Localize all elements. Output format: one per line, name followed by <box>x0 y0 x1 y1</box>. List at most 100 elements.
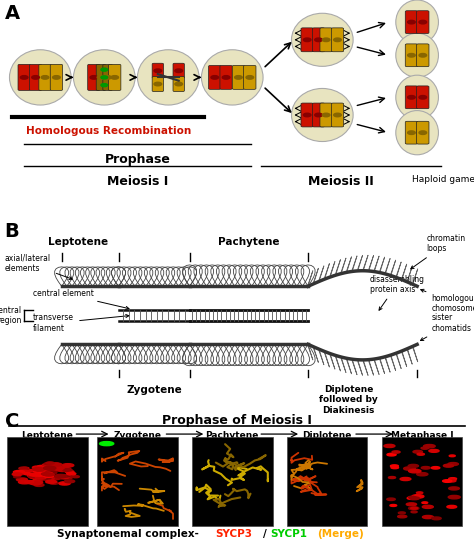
Circle shape <box>101 84 108 87</box>
Circle shape <box>101 68 108 71</box>
Circle shape <box>449 455 455 456</box>
FancyBboxPatch shape <box>417 121 429 144</box>
Circle shape <box>62 464 74 467</box>
Circle shape <box>449 478 456 480</box>
Circle shape <box>447 479 456 482</box>
Circle shape <box>49 482 58 484</box>
Text: homologous
chomosomes: homologous chomosomes <box>421 289 474 313</box>
Circle shape <box>43 473 51 476</box>
Circle shape <box>43 477 51 479</box>
FancyBboxPatch shape <box>320 28 332 52</box>
Circle shape <box>390 505 397 507</box>
FancyBboxPatch shape <box>232 66 245 90</box>
Ellipse shape <box>292 13 353 67</box>
Ellipse shape <box>396 33 438 78</box>
Ellipse shape <box>201 50 263 105</box>
Circle shape <box>97 76 105 79</box>
Circle shape <box>398 515 407 518</box>
Circle shape <box>39 477 51 480</box>
Text: axial/lateral
elements: axial/lateral elements <box>5 253 72 280</box>
Circle shape <box>59 482 70 485</box>
Circle shape <box>104 76 111 79</box>
Circle shape <box>43 472 53 475</box>
FancyBboxPatch shape <box>301 28 313 52</box>
Circle shape <box>32 481 43 484</box>
Circle shape <box>45 462 53 465</box>
FancyBboxPatch shape <box>152 76 164 92</box>
Circle shape <box>400 477 411 480</box>
Circle shape <box>46 471 57 474</box>
Circle shape <box>17 472 27 474</box>
Circle shape <box>44 474 54 477</box>
Circle shape <box>417 492 423 494</box>
Text: (Merge): (Merge) <box>318 529 365 539</box>
Text: Pachytene: Pachytene <box>218 238 280 247</box>
Circle shape <box>34 484 44 486</box>
Circle shape <box>62 474 70 477</box>
FancyBboxPatch shape <box>287 437 367 525</box>
Circle shape <box>51 468 63 471</box>
Ellipse shape <box>73 50 135 105</box>
Circle shape <box>36 477 45 479</box>
Text: Metaphase I: Metaphase I <box>391 431 453 440</box>
Circle shape <box>64 480 74 483</box>
FancyBboxPatch shape <box>331 28 344 52</box>
Circle shape <box>58 476 69 479</box>
Circle shape <box>419 20 427 24</box>
Text: transverse
filament: transverse filament <box>33 313 129 333</box>
FancyBboxPatch shape <box>7 437 88 525</box>
Circle shape <box>448 462 458 466</box>
FancyBboxPatch shape <box>192 437 273 525</box>
Circle shape <box>334 113 341 117</box>
Text: disassembling
protein axis: disassembling protein axis <box>370 275 425 310</box>
Circle shape <box>41 473 48 475</box>
Circle shape <box>32 76 39 79</box>
Circle shape <box>303 38 311 41</box>
Circle shape <box>43 473 52 476</box>
Circle shape <box>37 476 46 478</box>
Circle shape <box>334 38 341 41</box>
Text: Leptotene: Leptotene <box>48 238 108 247</box>
Circle shape <box>38 472 50 475</box>
Circle shape <box>443 464 454 467</box>
Circle shape <box>413 450 422 453</box>
Circle shape <box>315 38 322 41</box>
FancyBboxPatch shape <box>320 103 332 127</box>
Circle shape <box>72 476 79 478</box>
Circle shape <box>421 466 430 469</box>
Text: SYCP3: SYCP3 <box>216 529 253 539</box>
Circle shape <box>45 478 52 480</box>
Circle shape <box>46 480 56 483</box>
Circle shape <box>417 453 424 455</box>
Circle shape <box>422 505 433 508</box>
FancyBboxPatch shape <box>220 66 232 90</box>
Circle shape <box>391 465 398 467</box>
Circle shape <box>43 477 54 480</box>
Text: central element: central element <box>33 289 129 310</box>
Circle shape <box>111 76 118 79</box>
Text: Prophase: Prophase <box>105 152 170 165</box>
Circle shape <box>12 473 22 476</box>
Circle shape <box>41 76 49 79</box>
Ellipse shape <box>9 50 71 105</box>
Circle shape <box>29 473 40 476</box>
Circle shape <box>407 497 416 500</box>
Circle shape <box>31 482 40 485</box>
Text: Pachytene: Pachytene <box>206 431 259 440</box>
FancyBboxPatch shape <box>417 11 429 33</box>
FancyBboxPatch shape <box>39 64 51 91</box>
Circle shape <box>408 465 419 467</box>
Circle shape <box>43 469 55 472</box>
Circle shape <box>13 471 25 474</box>
Text: Prophase of Meiosis I: Prophase of Meiosis I <box>162 414 312 426</box>
FancyBboxPatch shape <box>173 63 184 78</box>
Circle shape <box>43 472 54 475</box>
Circle shape <box>417 473 428 476</box>
Circle shape <box>303 113 311 117</box>
FancyBboxPatch shape <box>209 66 221 90</box>
Circle shape <box>32 466 43 469</box>
Ellipse shape <box>396 110 438 155</box>
Circle shape <box>20 76 28 79</box>
Circle shape <box>404 467 415 470</box>
Circle shape <box>409 470 421 473</box>
